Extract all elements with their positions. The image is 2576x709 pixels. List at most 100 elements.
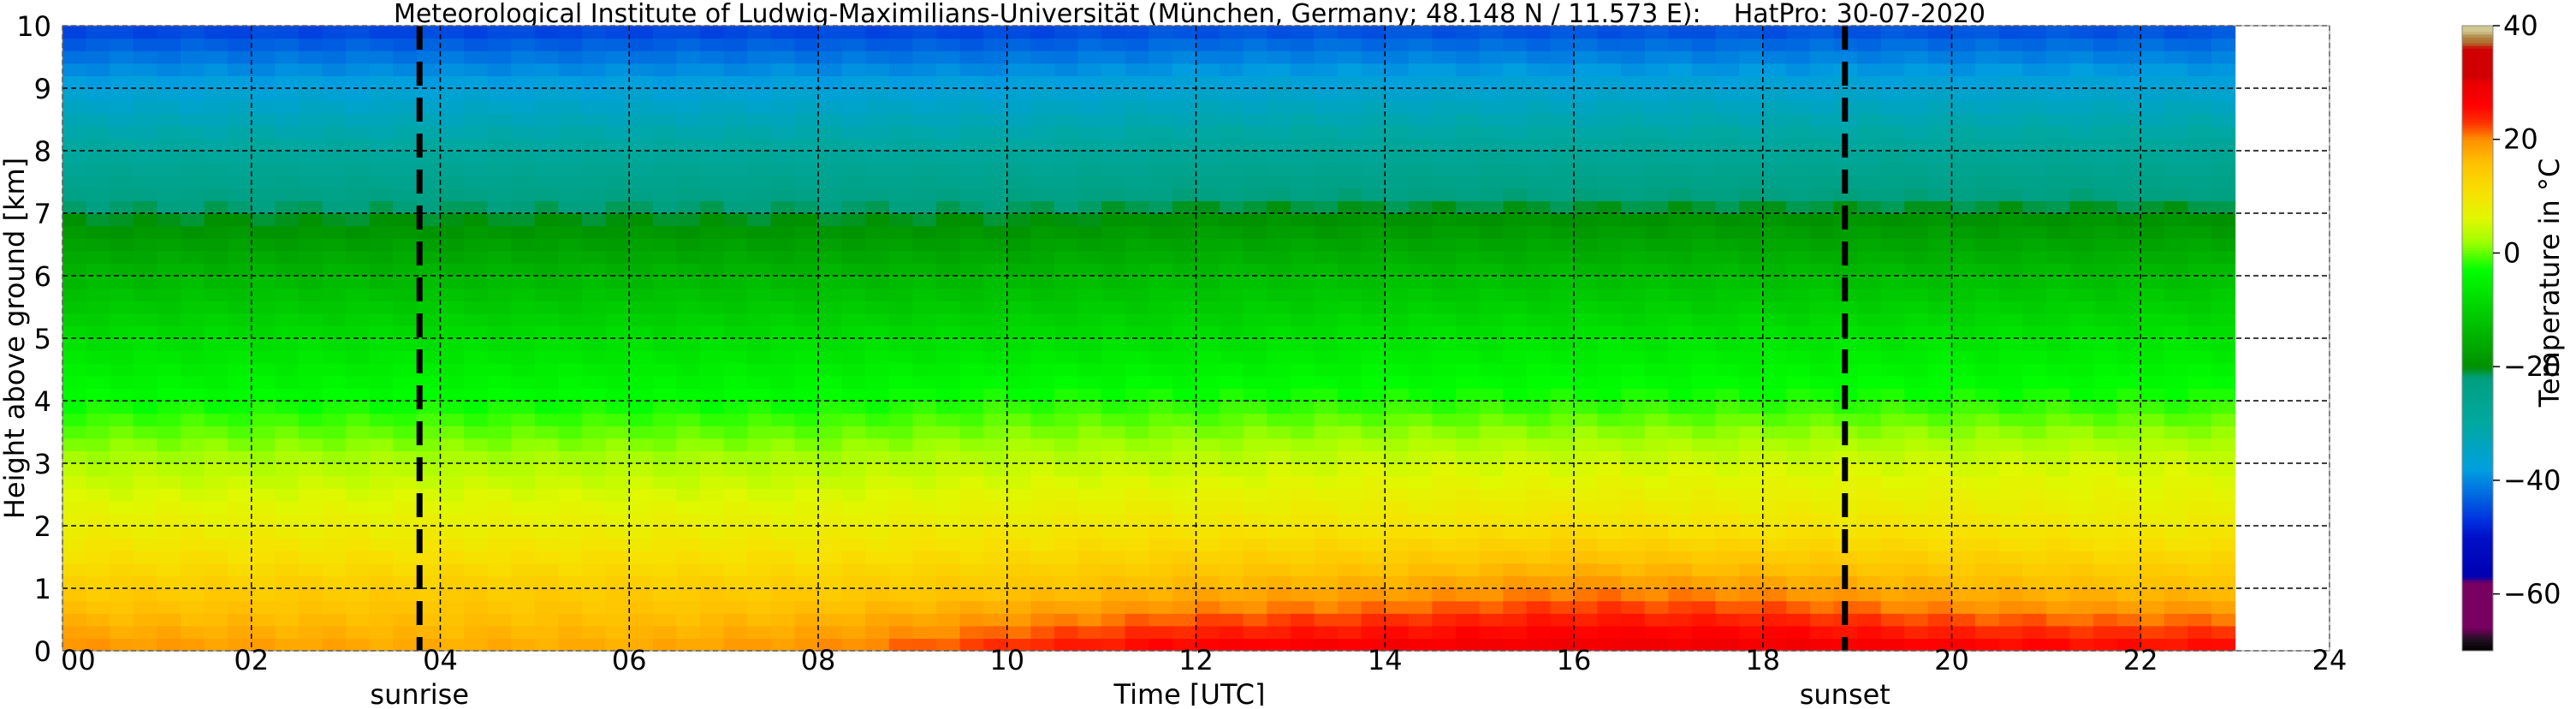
heatmap-cell <box>1006 325 1031 339</box>
heatmap-cell <box>369 638 394 652</box>
heatmap-cell <box>1975 301 2000 314</box>
heatmap-cell <box>251 125 276 139</box>
heatmap-cell <box>818 63 843 76</box>
heatmap-cell <box>1456 500 1481 514</box>
heatmap-cell <box>2093 338 2118 352</box>
heatmap-cell <box>1030 163 1055 176</box>
heatmap-cell <box>1077 350 1102 364</box>
heatmap-cell <box>228 426 252 439</box>
heatmap-cell <box>110 526 134 539</box>
heatmap-cell <box>1101 413 1126 426</box>
heatmap-cell <box>1149 288 1173 301</box>
heatmap-cell <box>936 113 961 127</box>
heatmap-cell <box>983 263 1008 277</box>
heatmap-cell <box>133 575 157 589</box>
heatmap-cell <box>936 600 961 614</box>
heatmap-cell <box>1762 38 1787 51</box>
heatmap-cell <box>1503 463 1528 477</box>
heatmap-cell <box>2187 188 2212 201</box>
heatmap-cell <box>1479 38 1504 51</box>
heatmap-cell <box>1314 600 1338 614</box>
heatmap-cell <box>2022 263 2047 277</box>
heatmap-cell <box>1927 413 1953 426</box>
heatmap-cell <box>133 426 157 439</box>
heatmap-cell <box>534 213 560 227</box>
heatmap-cell <box>1998 200 2023 214</box>
heatmap-cell <box>1762 301 1787 314</box>
colorbar-segment <box>2462 505 2493 509</box>
heatmap-cell <box>1196 138 1220 152</box>
heatmap-cell <box>1054 413 1079 426</box>
heatmap-cell <box>1054 75 1079 89</box>
heatmap-cell <box>794 176 819 189</box>
heatmap-cell <box>2211 100 2236 114</box>
heatmap-cell <box>770 563 795 576</box>
heatmap-cell <box>1597 250 1622 264</box>
heatmap-cell <box>1290 125 1315 139</box>
heatmap-cell <box>1809 276 1835 289</box>
heatmap-cell <box>1408 313 1433 326</box>
colorbar-segment <box>2462 164 2493 169</box>
colorbar-segment <box>2462 128 2493 132</box>
heatmap-cell <box>1621 438 1646 451</box>
heatmap-cell <box>936 225 961 239</box>
heatmap-cell <box>1762 200 1787 214</box>
heatmap-cell <box>487 551 512 564</box>
heatmap-cell <box>959 213 984 227</box>
heatmap-cell <box>1668 438 1693 451</box>
heatmap-cell <box>346 388 371 402</box>
heatmap-cell <box>1385 200 1410 214</box>
heatmap-cell <box>1550 213 1575 227</box>
heatmap-cell <box>251 575 276 589</box>
heatmap-cell <box>2045 463 2071 477</box>
heatmap-cell <box>2163 613 2188 627</box>
heatmap-cell <box>1786 163 1811 176</box>
heatmap-cell <box>1550 563 1575 576</box>
heatmap-cell <box>2140 513 2165 527</box>
heatmap-cell <box>2069 575 2094 589</box>
heatmap-cell <box>747 100 772 114</box>
heatmap-cell <box>936 138 961 152</box>
heatmap-cell <box>936 51 961 64</box>
heatmap-cell <box>1526 600 1551 614</box>
heatmap-cell <box>1692 613 1717 627</box>
colorbar-segment <box>2462 526 2493 529</box>
heatmap-cell <box>157 475 181 489</box>
heatmap-cell <box>959 600 984 614</box>
heatmap-cell <box>2093 575 2118 589</box>
heatmap-cell <box>912 500 937 514</box>
heatmap-cell <box>157 338 181 352</box>
heatmap-cell <box>1125 551 1149 564</box>
heatmap-cell <box>62 200 87 214</box>
heatmap-cell <box>1006 375 1031 389</box>
heatmap-cell <box>1172 551 1197 564</box>
heatmap-cell <box>1833 188 1858 201</box>
heatmap-cell <box>346 163 371 176</box>
heatmap-cell <box>2093 213 2118 227</box>
heatmap-cell <box>1809 551 1835 564</box>
heatmap-cell <box>393 26 418 39</box>
heatmap-cell <box>1597 38 1622 51</box>
heatmap-cell <box>1361 588 1386 602</box>
heatmap-cell <box>1692 563 1717 576</box>
heatmap-cell <box>440 363 465 377</box>
heatmap-cell <box>393 513 418 527</box>
heatmap-cell <box>865 188 890 201</box>
heatmap-cell <box>2211 276 2236 289</box>
heatmap-cell <box>1644 313 1669 326</box>
heatmap-cell <box>1857 138 1882 152</box>
heatmap-cell <box>2187 238 2212 252</box>
heatmap-cell <box>2187 575 2212 589</box>
colorbar-segment <box>2462 617 2493 620</box>
heatmap-cell <box>1006 276 1031 289</box>
heatmap-cell <box>1338 263 1362 277</box>
heatmap-cell <box>2187 288 2212 301</box>
heatmap-cell <box>1927 475 1953 489</box>
heatmap-cell <box>1668 151 1693 164</box>
heatmap-cell <box>1243 513 1267 527</box>
heatmap-cell <box>1054 450 1079 464</box>
heatmap-cell <box>1338 151 1362 164</box>
heatmap-cell <box>1243 613 1267 627</box>
heatmap-cell <box>1857 413 1882 426</box>
heatmap-cell <box>298 301 323 314</box>
